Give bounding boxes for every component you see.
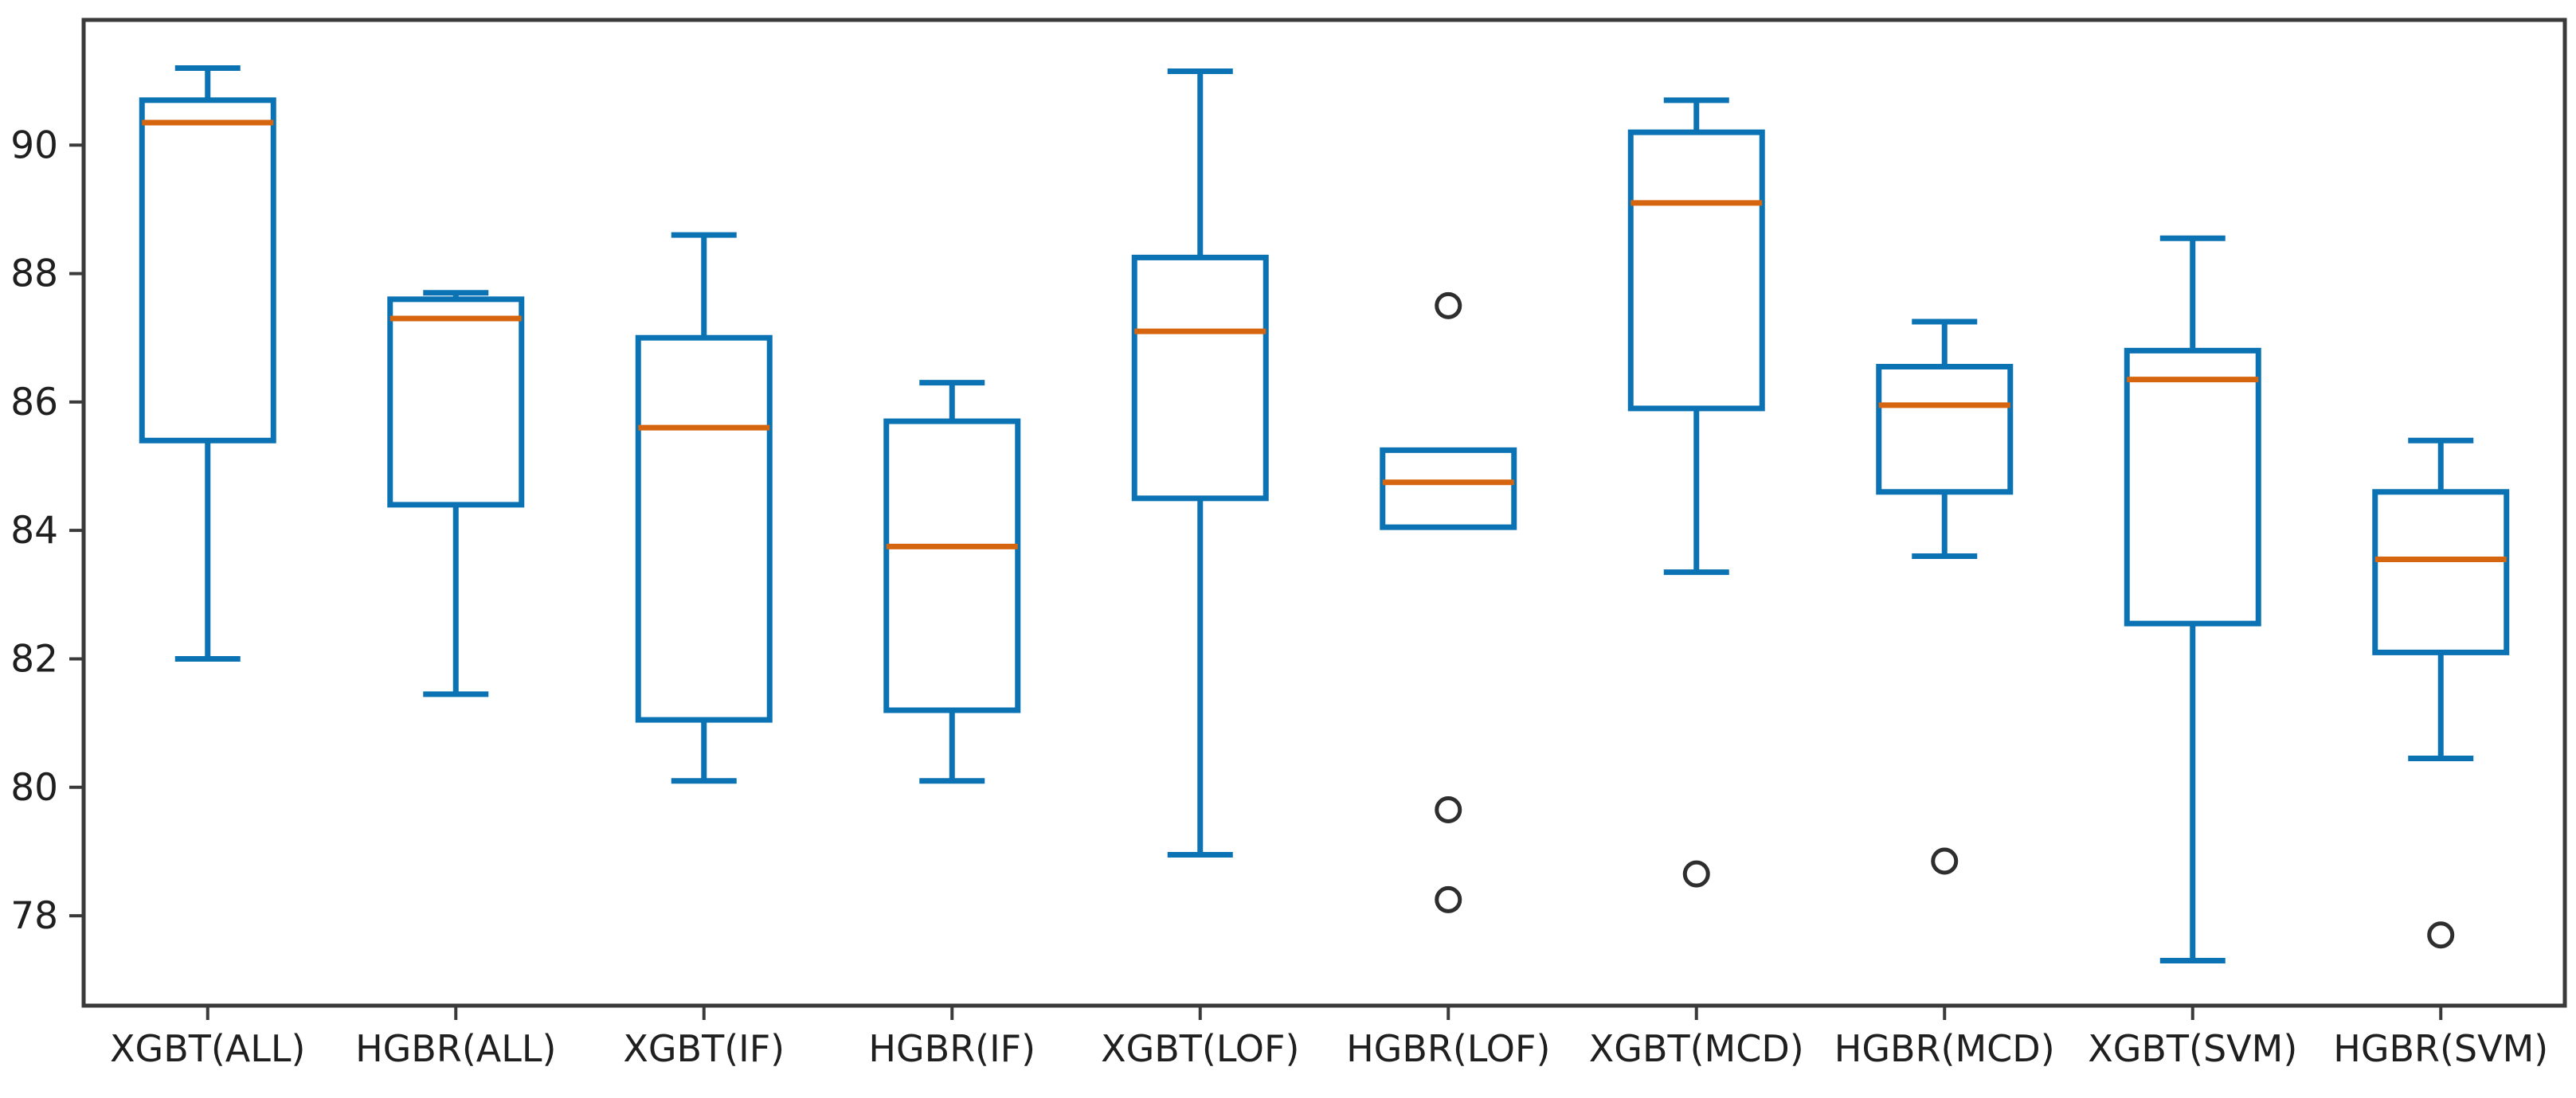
y-tick-label: 82 bbox=[10, 637, 58, 681]
x-tick-label-hgbr-all: HGBR(ALL) bbox=[355, 1027, 556, 1070]
y-tick-label: 90 bbox=[10, 123, 58, 167]
box-rect bbox=[1131, 254, 1269, 502]
y-tick-label: 88 bbox=[10, 252, 58, 296]
box-rect bbox=[883, 418, 1021, 713]
outlier-point bbox=[2427, 921, 2455, 949]
boxplot-hgbr-mcd bbox=[1876, 318, 2014, 875]
outlier-point bbox=[1435, 796, 1462, 824]
x-tick-label-hgbr-mcd: HGBR(MCD) bbox=[1834, 1027, 2055, 1070]
boxplot-xgbt-lof bbox=[1131, 68, 1269, 858]
x-tick-label-xgbt-lof: XGBT(LOF) bbox=[1101, 1027, 1299, 1070]
x-tick-label-xgbt-mcd: XGBT(MCD) bbox=[1589, 1027, 1804, 1070]
boxplot-hgbr-lof bbox=[1380, 291, 1517, 913]
box-rect bbox=[2372, 489, 2510, 655]
boxplot-hgbr-svm bbox=[2372, 437, 2510, 949]
box-rect bbox=[635, 334, 773, 723]
boxplot-xgbt-if bbox=[635, 232, 773, 784]
outlier-point bbox=[1435, 291, 1462, 319]
box-rect bbox=[139, 97, 276, 443]
y-tick-label: 78 bbox=[10, 894, 58, 938]
x-tick-label-hgbr-if: HGBR(IF) bbox=[868, 1027, 1035, 1070]
box-rect bbox=[1627, 129, 1765, 412]
box-rect bbox=[387, 296, 525, 508]
boxplot-xgbt-mcd bbox=[1627, 97, 1765, 888]
boxplot-xgbt-svm bbox=[2124, 235, 2261, 964]
outlier-point bbox=[1682, 860, 1710, 888]
y-tick-label: 84 bbox=[10, 509, 58, 553]
boxplot-hgbr-if bbox=[883, 380, 1021, 784]
boxplot-xgbt-all bbox=[139, 64, 276, 662]
box-rect bbox=[2124, 347, 2261, 627]
outlier-point bbox=[1931, 847, 1959, 875]
y-tick-label: 86 bbox=[10, 381, 58, 424]
x-tick-label-hgbr-lof: HGBR(LOF) bbox=[1346, 1027, 1550, 1070]
x-tick-label-xgbt-svm: XGBT(SVM) bbox=[2088, 1027, 2297, 1070]
plot-border bbox=[81, 18, 2567, 1008]
y-tick-label: 80 bbox=[10, 766, 58, 810]
boxplot-hgbr-all bbox=[387, 290, 525, 697]
x-tick-label-xgbt-if: XGBT(IF) bbox=[623, 1027, 785, 1070]
box-rect bbox=[1380, 447, 1517, 530]
outlier-point bbox=[1435, 885, 1462, 913]
x-tick-label-xgbt-all: XGBT(ALL) bbox=[110, 1027, 305, 1070]
box-rect bbox=[1876, 364, 2014, 495]
x-tick-label-hgbr-svm: HGBR(SVM) bbox=[2333, 1027, 2548, 1070]
